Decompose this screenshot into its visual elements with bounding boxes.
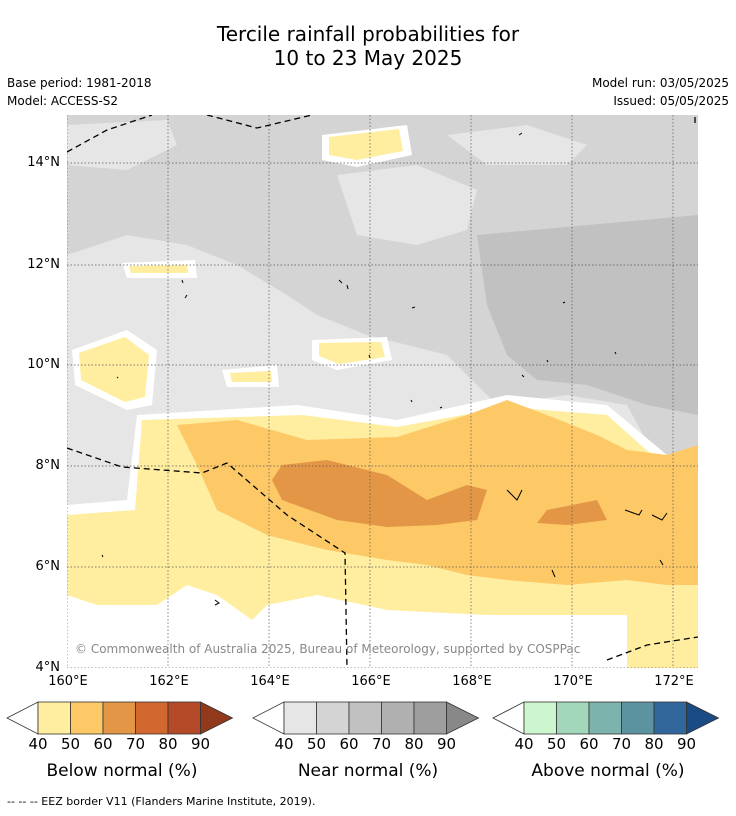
title-line-2: 10 to 23 May 2025: [273, 46, 463, 70]
base-period: Base period: 1981-2018: [7, 76, 152, 90]
meta-left: Base period: 1981-2018 Model: ACCESS-S2: [7, 74, 152, 110]
gridlines: [67, 115, 698, 668]
legend-tick-label: 60: [93, 735, 113, 753]
legend-tick-label: 60: [339, 735, 359, 753]
colorbar-segment: [381, 701, 415, 735]
legend-tick-label: 80: [644, 735, 664, 753]
lat-tick-12: 12°N: [27, 257, 60, 272]
legend-tick-label: 40: [28, 735, 48, 753]
legend-tick-label: 90: [676, 735, 697, 753]
model-name: Model: ACCESS-S2: [7, 94, 119, 108]
meta-right: Model run: 03/05/2025 Issued: 05/05/2025: [592, 74, 729, 110]
colorbar-segment: [167, 701, 201, 735]
title-line-1: Tercile rainfall probabilities for: [216, 22, 520, 46]
below-normal-patch-e-fill: [129, 265, 188, 273]
colorbar-segment: [413, 701, 447, 735]
legend-title-below: Below normal (%): [46, 761, 198, 781]
lat-tick-8: 8°N: [35, 458, 61, 473]
chart-title: Tercile rainfall probabilities for 10 to…: [0, 22, 736, 70]
legend-tick-label: 70: [371, 735, 392, 753]
lon-tick-160: 160°E: [48, 674, 88, 689]
legend-tick-label: 90: [436, 735, 457, 753]
below-normal-patch-c-fill: [319, 342, 385, 364]
colorbar-above-normal: [492, 701, 720, 735]
colorbar-right-extension: [686, 701, 720, 735]
colorbar-below-normal: [6, 701, 234, 735]
lat-tick-6: 6°N: [35, 559, 61, 574]
below-normal-patch-a-fill: [329, 129, 403, 160]
colorbar-segment: [316, 701, 350, 735]
copyright-text: © Commonwealth of Australia 2025, Bureau…: [75, 642, 580, 656]
below-normal-patch-b-fill: [79, 337, 149, 402]
below-normal-50-region: [177, 400, 698, 585]
colorbar-segment: [348, 701, 382, 735]
colorbar-left-extension: [252, 701, 285, 735]
colorbar-left-extension: [492, 701, 525, 735]
island-markers: [101, 132, 668, 606]
legend-tick-label: 70: [125, 735, 146, 753]
colorbar-right-extension: [446, 701, 480, 735]
colorbar-near-normal: [252, 701, 480, 735]
legend-title-above: Above normal (%): [531, 761, 685, 781]
near-normal-40-patch-1: [67, 120, 177, 170]
lon-tick-164: 164°E: [250, 674, 290, 689]
legend-tick-label: 60: [579, 735, 599, 753]
colorbar-segment: [523, 701, 557, 735]
legend-tick-label: 40: [274, 735, 294, 753]
near-normal-40-patch-2: [107, 270, 277, 365]
model-run: Model run: 03/05/2025: [591, 76, 729, 90]
colorbar-segment: [621, 701, 655, 735]
colorbar-segment: [556, 701, 590, 735]
eez-footnote: -- -- -- EEZ border V11 (Flanders Marine…: [7, 795, 316, 808]
colorbar-segment: [653, 701, 687, 735]
near-normal-40-patch-4: [447, 125, 587, 165]
lon-tick-166: 166°E: [351, 674, 391, 689]
colorbar-segment: [135, 701, 169, 735]
legend-tick-label: 50: [546, 735, 567, 753]
legend-tick-label: 80: [404, 735, 424, 753]
legend-tick-label: 50: [306, 735, 327, 753]
colorbar-right-extension: [200, 701, 234, 735]
colorbar-segment: [37, 701, 71, 735]
lon-tick-170: 170°E: [553, 674, 593, 689]
colorbar-left-extension: [6, 701, 39, 735]
legend-tick-label: 90: [190, 735, 211, 753]
colorbar-segment: [588, 701, 622, 735]
near-normal-60-region: [477, 215, 698, 415]
legend-tick-label: 40: [514, 735, 534, 753]
lat-tick-14: 14°N: [27, 155, 60, 170]
legend-title-near: Near normal (%): [297, 761, 439, 781]
issued-date: Issued: 05/05/2025: [613, 94, 729, 108]
below-normal-60-patch-2: [537, 500, 607, 525]
eez-borders: [67, 115, 698, 668]
below-normal-60-region: [272, 460, 487, 527]
below-normal-patch-d-fill: [230, 371, 272, 382]
legend-tick-label: 50: [60, 735, 81, 753]
near-normal-40-patch-3: [337, 165, 477, 245]
lat-tick-4: 4°N: [35, 660, 61, 675]
lon-tick-168: 168°E: [452, 674, 492, 689]
colorbar-segment: [283, 701, 317, 735]
lon-tick-162: 162°E: [149, 674, 189, 689]
colorbar-segment: [70, 701, 104, 735]
colorbar-segment: [102, 701, 136, 735]
lat-tick-10: 10°N: [27, 357, 60, 372]
probability-map: © Commonwealth of Australia 2025, Bureau…: [67, 115, 698, 668]
lon-tick-172: 172°E: [654, 674, 694, 689]
legend-tick-label: 80: [158, 735, 178, 753]
legend-tick-label: 70: [611, 735, 632, 753]
